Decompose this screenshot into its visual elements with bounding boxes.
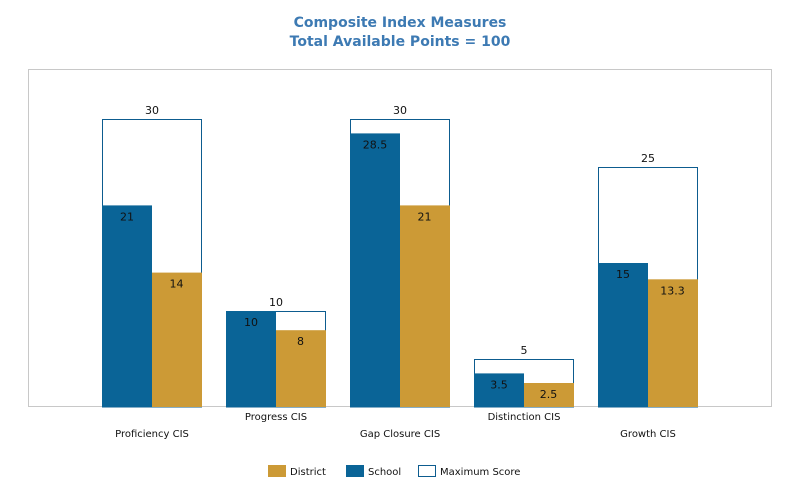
label-maximum-score: 10 [269,296,283,309]
bar-school [598,263,648,407]
bar-district [400,205,450,407]
legend-label: School [368,467,401,478]
label-district: 21 [418,210,432,223]
chart-title: Composite Index Measures [293,15,507,31]
bar-school [226,311,276,407]
chart-title-block: Composite Index Measures Total Available… [0,14,800,52]
category-label: Gap Closure CIS [360,429,440,440]
chart-subtitle: Total Available Points = 100 [289,34,511,50]
legend-swatch [268,465,286,477]
label-maximum-score: 30 [393,104,407,117]
bar-district [276,330,326,407]
bar-district [152,272,202,407]
legend-swatch [346,465,364,477]
label-district: 8 [297,335,304,348]
label-district: 14 [170,278,184,291]
label-maximum-score: 25 [641,152,655,165]
label-school: 3.5 [490,378,508,391]
legend-swatch [418,465,436,477]
label-district: 13.3 [660,284,685,297]
label-school: 10 [244,316,258,329]
category-label: Growth CIS [620,429,676,440]
label-school: 28.5 [363,138,388,151]
category-label: Proficiency CIS [115,429,189,440]
bar-district [648,279,698,407]
label-school: 15 [616,268,630,281]
bar-school [350,133,400,407]
bar-school [474,373,524,407]
label-school: 21 [120,210,134,223]
bar-district [524,383,574,407]
label-maximum-score: 30 [145,104,159,117]
label-district: 2.5 [540,388,558,401]
legend-label: Maximum Score [440,467,520,478]
bar-school [102,205,152,407]
legend-label: District [290,467,326,478]
category-label: Progress CIS [245,412,307,423]
category-label: Distinction CIS [488,412,561,423]
label-maximum-score: 5 [521,344,528,357]
